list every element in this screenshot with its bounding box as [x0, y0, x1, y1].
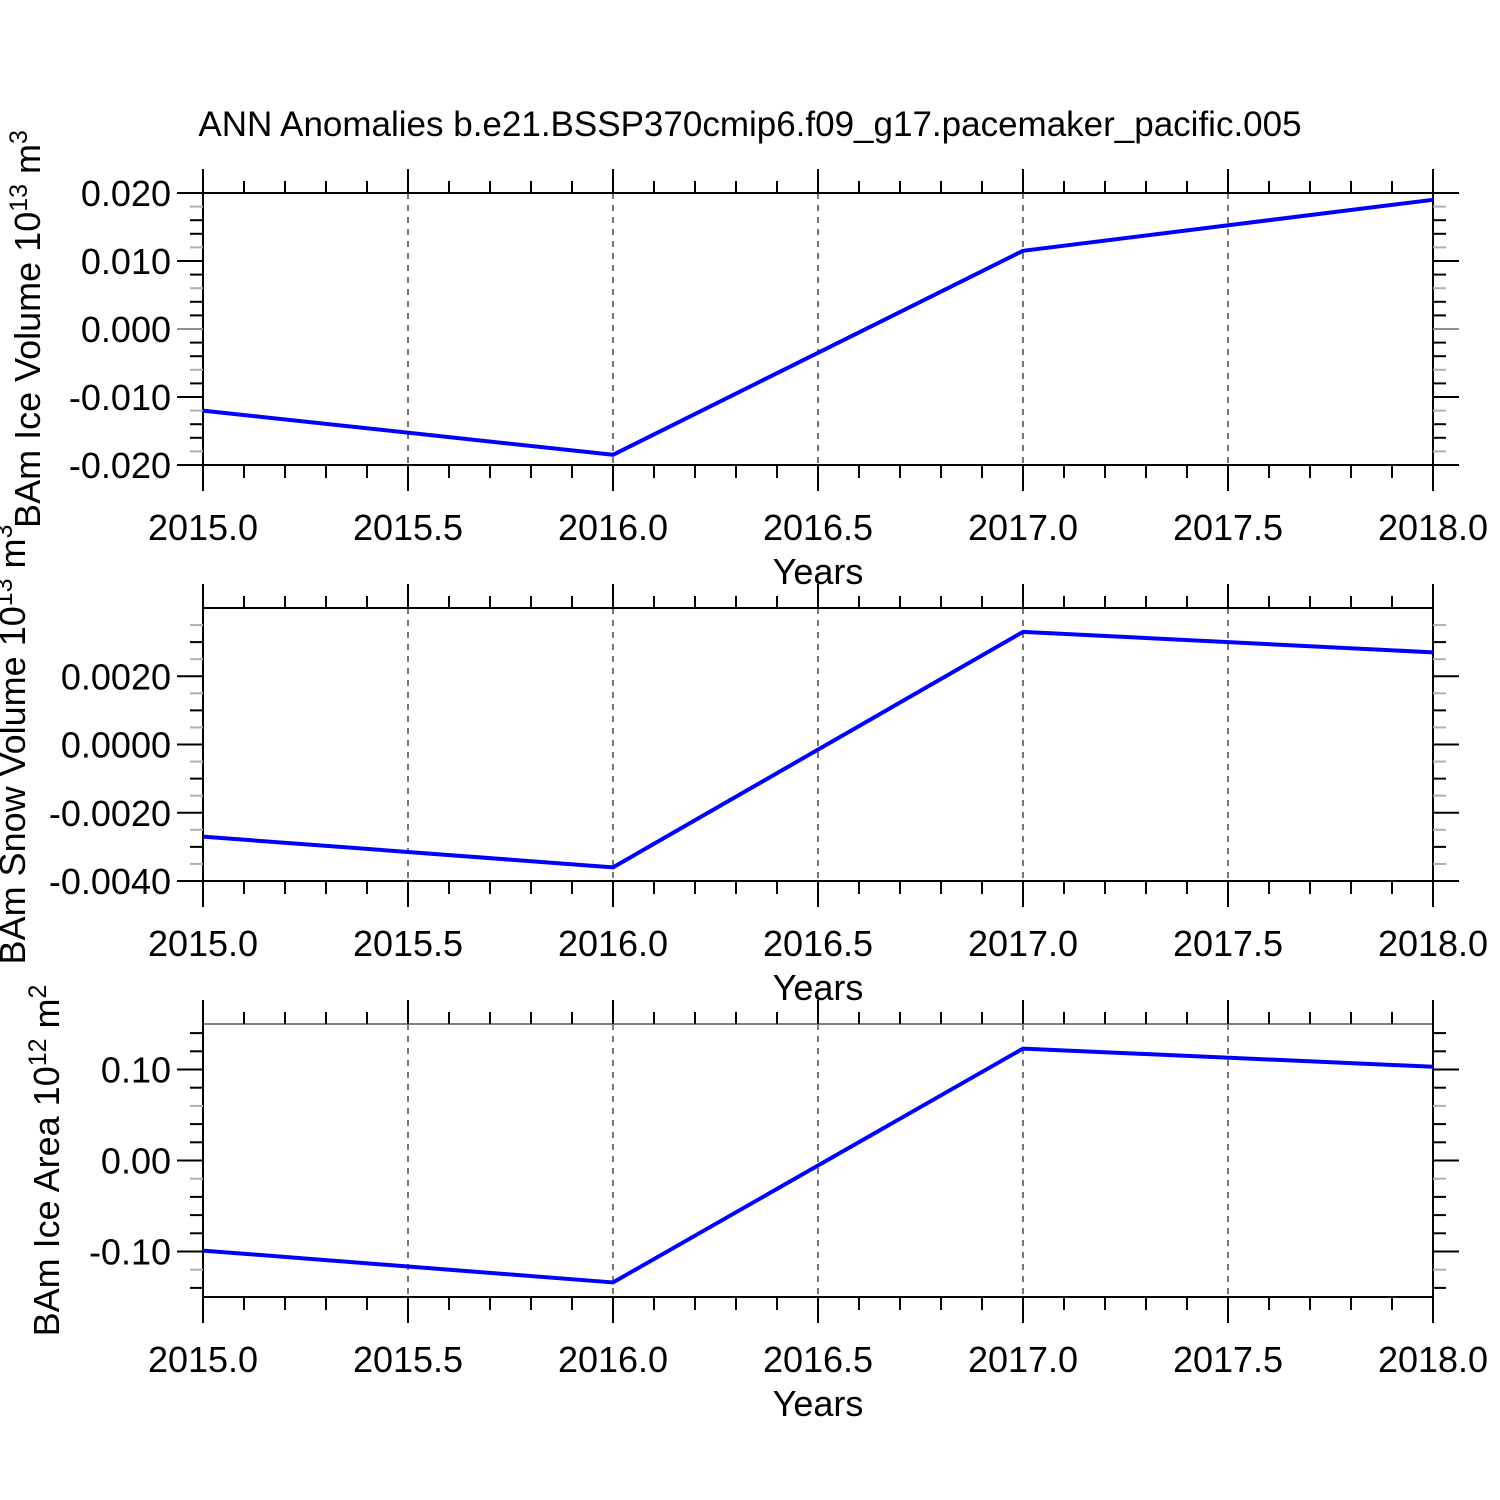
x-tick-label: 2017.0	[968, 923, 1078, 964]
x-tick-label: 2017.5	[1173, 1339, 1283, 1380]
y-axis-title: BAm Snow Volume 1013 m3	[0, 525, 33, 965]
x-tick-label: 2015.0	[148, 923, 258, 964]
x-tick-label: 2015.0	[148, 1339, 258, 1380]
data-line-ice-volume	[202, 197, 1434, 457]
y-tick-label: 0.020	[81, 173, 171, 214]
gridlines	[407, 608, 1229, 881]
y-tick-label: 0.00	[101, 1141, 171, 1182]
x-tick-label: 2017.5	[1173, 507, 1283, 548]
x-axis-ticks	[202, 584, 1434, 907]
x-axis-title: Years	[773, 1383, 864, 1424]
y-tick-label: 0.0020	[61, 656, 171, 697]
y-axis-ticks	[177, 624, 1459, 882]
x-tick-label: 2016.5	[763, 507, 873, 548]
y-tick-label: 0.010	[81, 241, 171, 282]
x-tick-label: 2016.5	[763, 1339, 873, 1380]
data-line-snow-volume	[202, 629, 1434, 870]
y-axis-title: BAm Ice Volume 1013 m3	[5, 130, 48, 528]
x-tick-label: 2017.5	[1173, 923, 1283, 964]
x-tick-label: 2015.5	[353, 507, 463, 548]
y-tick-label: -0.0020	[49, 793, 171, 834]
tick-labels: 0.020 0.010 0.000 -0.010 -0.020 2015.0 2015.5 2…	[69, 173, 1488, 548]
y-axis-ticks	[177, 192, 1459, 466]
data-line-ice-area	[202, 1046, 1434, 1285]
x-axis-ticks	[202, 1000, 1434, 1323]
x-tick-label: 2016.5	[763, 923, 873, 964]
y-tick-label: -0.0040	[49, 861, 171, 902]
x-axis-ticks	[202, 169, 1434, 491]
y-tick-label: 0.000	[81, 309, 171, 350]
x-tick-label: 2016.0	[558, 923, 668, 964]
panel-ice-area: 0.10 0.00 -0.10 2015.0 2015.5 2016.0 2016.5 201…	[24, 985, 1488, 1424]
x-tick-label: 2015.5	[353, 923, 463, 964]
gridlines	[407, 1024, 1229, 1297]
x-tick-label: 2016.0	[558, 507, 668, 548]
y-tick-label: 0.0000	[61, 725, 171, 766]
x-tick-label: 2018.0	[1378, 1339, 1488, 1380]
y-tick-label: -0.020	[69, 445, 171, 486]
y-axis-title: BAm Ice Area 1012 m2	[24, 985, 67, 1337]
gridlines	[407, 193, 1229, 465]
panel-snow-volume: 0.0020 0.0000 -0.0020 -0.0040 2015.0 2015.5 20…	[0, 525, 1488, 1008]
x-tick-label: 2015.0	[148, 507, 258, 548]
y-tick-label: -0.10	[89, 1232, 171, 1273]
tick-labels: 0.10 0.00 -0.10 2015.0 2015.5 2016.0 2016.5 201…	[89, 1050, 1488, 1381]
x-tick-label: 2016.0	[558, 1339, 668, 1380]
x-tick-label: 2018.0	[1378, 923, 1488, 964]
y-tick-label: -0.010	[69, 377, 171, 418]
x-tick-label: 2018.0	[1378, 507, 1488, 548]
plot-title: ANN Anomalies b.e21.BSSP370cmip6.f09_g17…	[198, 105, 1301, 144]
x-tick-label: 2017.0	[968, 507, 1078, 548]
x-tick-label: 2015.5	[353, 1339, 463, 1380]
tick-labels: 0.0020 0.0000 -0.0020 -0.0040 2015.0 2015.5 20…	[49, 656, 1488, 964]
panel-ice-volume: 0.020 0.010 0.000 -0.010 -0.020 2015.0 2015.5 2…	[5, 130, 1488, 592]
y-tick-label: 0.10	[101, 1050, 171, 1091]
y-axis-ticks	[177, 1032, 1459, 1289]
x-tick-label: 2017.0	[968, 1339, 1078, 1380]
